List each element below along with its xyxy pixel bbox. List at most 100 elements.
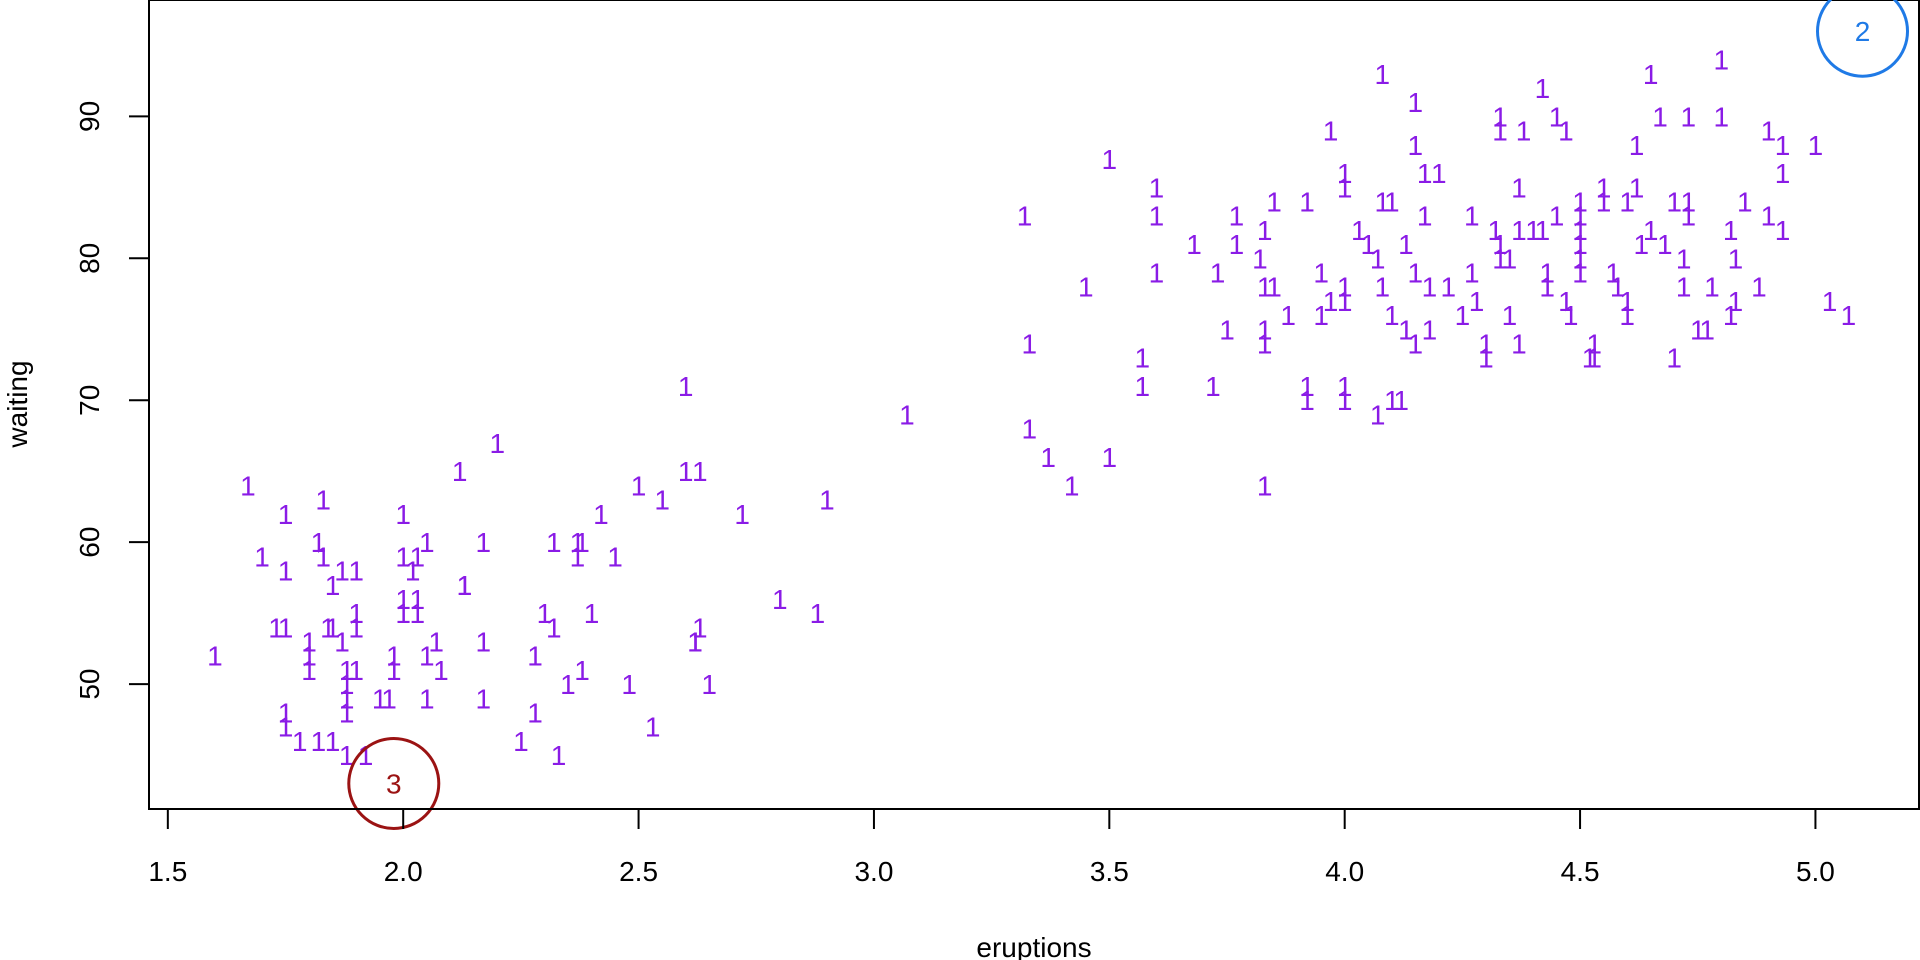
data-point: 1 [292, 726, 308, 757]
data-point: 1 [475, 683, 491, 714]
data-point: 1 [1229, 201, 1245, 232]
data-point: 1 [1643, 215, 1659, 246]
data-point: 1 [1723, 215, 1739, 246]
data-point: 1 [631, 470, 647, 501]
data-point: 1 [381, 683, 397, 714]
data-point: 1 [1384, 300, 1400, 331]
data-point: 1 [546, 612, 562, 643]
data-point: 1 [1360, 229, 1376, 260]
data-point: 1 [1775, 130, 1791, 161]
data-point: 1 [1134, 371, 1150, 402]
data-point: 1 [692, 456, 708, 487]
data-point: 1 [311, 527, 327, 558]
data-point: 1 [1257, 470, 1273, 501]
data-point: 1 [527, 641, 543, 672]
data-point: 1 [1713, 45, 1729, 76]
data-point: 1 [278, 499, 294, 530]
data-point: 1 [1633, 229, 1649, 260]
data-point: 1 [1257, 215, 1273, 246]
data-point: 1 [593, 499, 609, 530]
data-point: 1 [395, 598, 411, 629]
data-point: 1 [395, 541, 411, 572]
data-point: 1 [1525, 215, 1541, 246]
data-point: 1 [1681, 201, 1697, 232]
data-point: 1 [546, 527, 562, 558]
data-point: 1 [654, 485, 670, 516]
x-tick-label: 2.5 [619, 856, 658, 887]
annotation-label-3: 3 [386, 768, 402, 799]
data-point: 1 [1841, 300, 1857, 331]
data-point: 1 [1629, 130, 1645, 161]
data-point: 1 [1652, 101, 1668, 132]
data-point: 1 [1417, 158, 1433, 189]
data-point: 1 [428, 627, 444, 658]
data-point: 1 [339, 740, 355, 771]
data-point: 1 [1102, 144, 1118, 175]
data-point: 1 [687, 627, 703, 658]
data-point: 1 [645, 712, 661, 743]
annotation-circle-2 [1816, 0, 1909, 78]
data-point: 1 [1186, 229, 1202, 260]
data-point: 1 [301, 655, 317, 686]
data-point: 1 [1337, 272, 1353, 303]
data-point: 1 [207, 641, 223, 672]
data-point: 1 [1219, 314, 1235, 345]
data-point: 1 [1252, 243, 1268, 274]
x-tick-label: 2.0 [384, 856, 423, 887]
data-point: 1 [1572, 215, 1588, 246]
data-point: 1 [325, 570, 341, 601]
data-point: 1 [358, 740, 374, 771]
data-point: 1 [1643, 59, 1659, 90]
data-point: 1 [1492, 116, 1508, 147]
data-point: 1 [1337, 286, 1353, 317]
data-point: 1 [1370, 399, 1386, 430]
data-point: 1 [475, 627, 491, 658]
data-point: 1 [527, 697, 543, 728]
data-point: 1 [513, 726, 529, 757]
data-point: 1 [1064, 470, 1080, 501]
data-point: 1 [537, 598, 553, 629]
data-point: 1 [490, 428, 506, 459]
data-point: 1 [1422, 314, 1438, 345]
data-point: 1 [386, 641, 402, 672]
data-point: 1 [678, 456, 694, 487]
y-axis-title: waiting [2, 360, 33, 448]
data-point: 1 [772, 584, 788, 615]
data-point: 1 [301, 641, 317, 672]
data-point: 1 [1704, 272, 1720, 303]
data-point: 1 [348, 655, 364, 686]
data-point: 1 [1558, 286, 1574, 317]
data-point: 1 [687, 627, 703, 658]
data-point: 1 [1478, 328, 1494, 359]
data-point: 1 [278, 697, 294, 728]
data-point: 1 [1775, 215, 1791, 246]
data-point: 1 [1511, 328, 1527, 359]
data-point: 1 [1313, 300, 1329, 331]
data-point: 1 [1398, 229, 1414, 260]
x-tick-label: 4.5 [1561, 856, 1600, 887]
data-point: 1 [1681, 187, 1697, 218]
data-point: 1 [325, 612, 341, 643]
data-point: 1 [570, 541, 586, 572]
data-point: 1 [395, 499, 411, 530]
data-point: 1 [1417, 201, 1433, 232]
data-point: 1 [405, 556, 421, 587]
data-point: 1 [1676, 272, 1692, 303]
annotation-layer: 23 [347, 0, 1909, 830]
data-point: 1 [254, 541, 270, 572]
data-point: 1 [1535, 215, 1551, 246]
x-tick-label: 1.5 [148, 856, 187, 887]
data-point: 1 [692, 612, 708, 643]
data-point: 1 [1408, 258, 1424, 289]
data-point: 1 [1822, 286, 1838, 317]
data-point: 1 [1516, 116, 1532, 147]
data-point: 1 [339, 697, 355, 728]
data-point: 1 [621, 669, 637, 700]
data-point: 1 [419, 641, 435, 672]
data-point: 1 [1549, 201, 1565, 232]
data-point: 1 [584, 598, 600, 629]
data-point: 1 [386, 655, 402, 686]
data-point: 1 [1455, 300, 1471, 331]
y-tick-label: 60 [74, 527, 105, 558]
